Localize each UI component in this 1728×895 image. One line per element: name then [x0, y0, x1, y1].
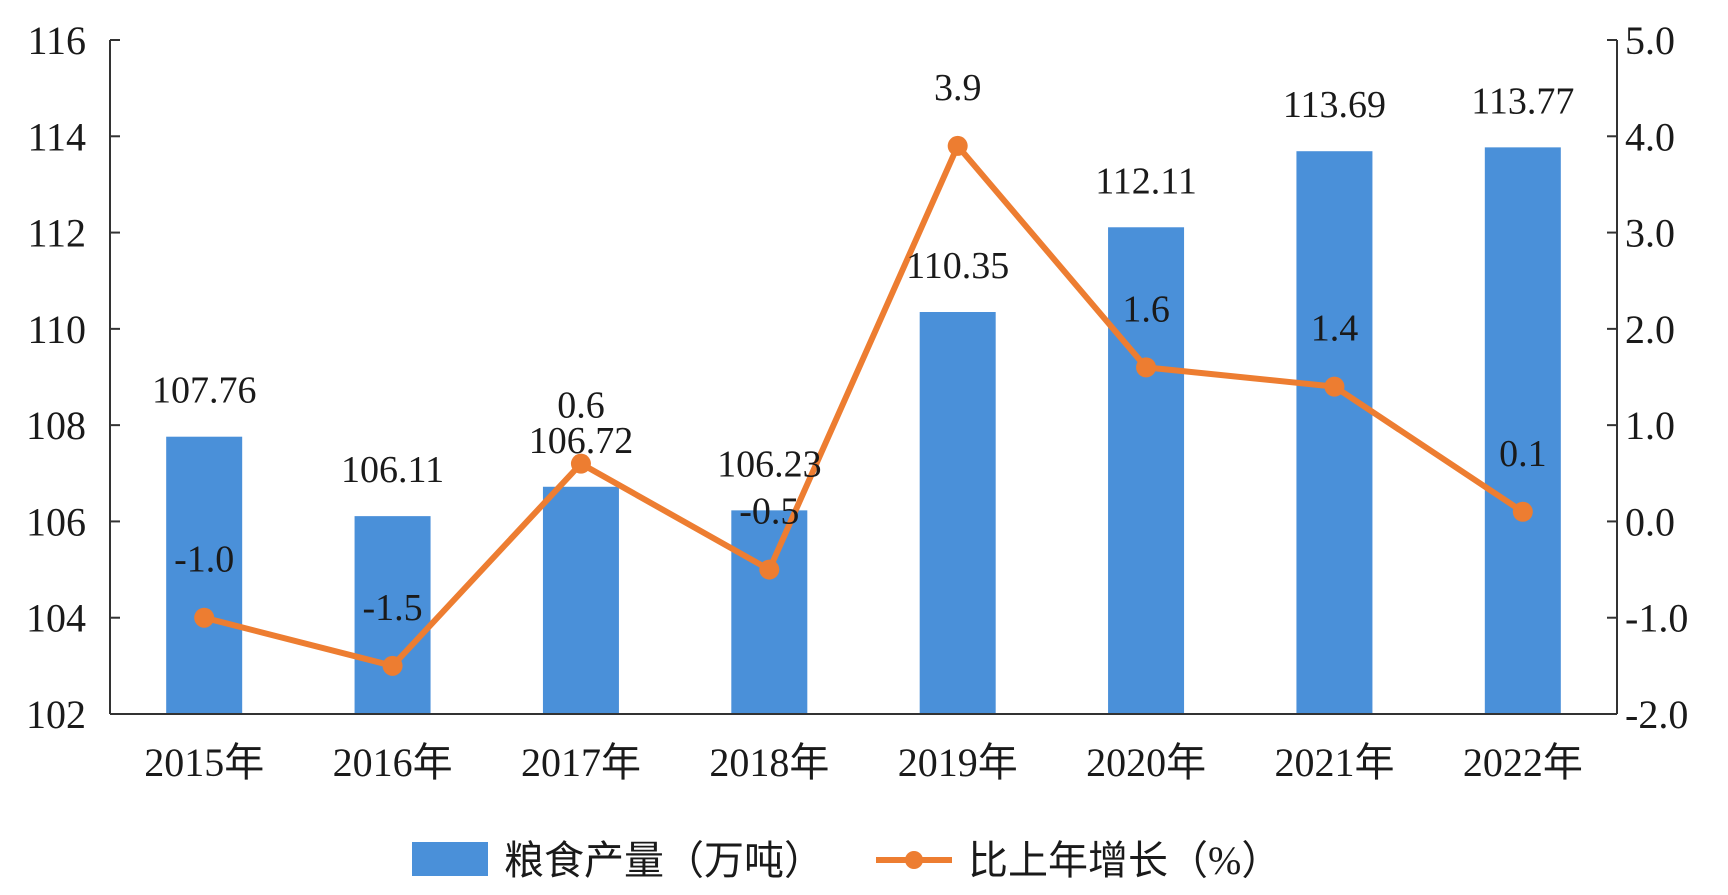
left-tick-label: 110 [27, 307, 86, 352]
legend-line-label: 比上年增长（%） [968, 838, 1281, 883]
x-tick-label: 2018年 [709, 740, 829, 785]
x-tick-label: 2020年 [1086, 740, 1206, 785]
right-tick-label: 5.0 [1625, 18, 1675, 63]
bar-data-label: 107.76 [152, 370, 257, 412]
right-tick-label: 1.0 [1625, 403, 1675, 448]
x-tick-label: 2019年 [898, 740, 1018, 785]
line-data-label: 1.4 [1311, 308, 1359, 350]
left-axis: 102 104 106 108 110 112 114 116 [26, 18, 120, 737]
line-data-label: 1.6 [1122, 288, 1170, 330]
right-tick-label: -1.0 [1625, 596, 1688, 641]
x-tick-label: 2022年 [1463, 740, 1583, 785]
bar-data-label: 112.11 [1095, 160, 1197, 202]
line-point [1136, 357, 1157, 378]
line-series [194, 135, 1533, 676]
bar [1484, 147, 1561, 714]
bar-data-label: 110.35 [906, 245, 1009, 287]
left-tick-label: 106 [26, 499, 86, 544]
line-path [203, 142, 1525, 669]
bar [354, 516, 431, 714]
left-tick-label: 116 [27, 18, 86, 63]
legend: 粮食产量（万吨） 比上年增长（%） [412, 838, 1281, 883]
line-point [1324, 376, 1345, 397]
bar-data-label: 113.77 [1471, 80, 1574, 122]
left-tick-label: 102 [26, 692, 86, 737]
right-axis: -2.0 -1.0 0.0 1.0 2.0 3.0 4.0 5.0 [1607, 18, 1688, 737]
bar [1108, 227, 1185, 715]
line-point [570, 453, 591, 474]
x-axis: 2015年 2016年 2017年 2018年 2019年 2020年 2021年 2022年 [110, 713, 1617, 785]
x-tick-label: 2015年 [144, 740, 264, 785]
line-data-labels: -1.0 -1.5 0.6 -0.5 3.9 1.6 1.4 0.1 [174, 67, 1546, 629]
bar-data-label: 106.11 [341, 449, 444, 491]
right-tick-label: 3.0 [1625, 211, 1675, 256]
line-point [382, 655, 403, 676]
bar-data-labels: 107.76 106.11 106.72 106.23 110.35 112.11 113.… [152, 80, 1574, 491]
bar [542, 486, 619, 714]
left-tick-label: 112 [27, 211, 86, 256]
bar-series [166, 147, 1561, 715]
x-tick-label: 2021年 [1274, 740, 1394, 785]
line-data-label: -1.0 [174, 539, 234, 581]
line-data-label: 0.1 [1499, 433, 1547, 475]
left-tick-label: 108 [26, 403, 86, 448]
left-tick-label: 104 [26, 596, 86, 641]
legend-bar-swatch [412, 842, 488, 876]
line-point [194, 607, 215, 628]
right-tick-label: 2.0 [1625, 307, 1675, 352]
line-data-label: -0.5 [739, 491, 799, 533]
bar [919, 312, 996, 714]
right-tick-label: 4.0 [1625, 114, 1675, 159]
line-data-label: 3.9 [934, 67, 982, 109]
bar [1296, 151, 1373, 714]
bar [166, 436, 243, 714]
legend-bar-label: 粮食产量（万吨） [504, 838, 824, 883]
line-point [1512, 501, 1533, 522]
left-tick-label: 114 [27, 114, 86, 159]
line-data-label: 0.6 [557, 385, 605, 427]
bar-data-label: 113.69 [1283, 84, 1386, 126]
bar-data-label: 106.23 [717, 443, 822, 485]
line-point [947, 135, 968, 156]
legend-line-marker [905, 851, 923, 869]
right-tick-label: 0.0 [1625, 499, 1675, 544]
right-tick-label: -2.0 [1625, 692, 1688, 737]
bar-data-label: 106.72 [529, 420, 634, 462]
x-tick-label: 2017年 [521, 740, 641, 785]
line-point [759, 559, 780, 580]
bar [731, 510, 808, 714]
line-data-label: -1.5 [362, 587, 422, 629]
x-tick-label: 2016年 [333, 740, 453, 785]
